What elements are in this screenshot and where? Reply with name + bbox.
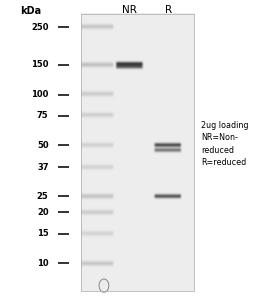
Text: 50: 50 [37, 141, 49, 150]
Text: kDa: kDa [21, 5, 42, 16]
Bar [81, 14, 194, 291]
Text: NR: NR [122, 4, 137, 15]
Text: 100: 100 [31, 90, 49, 99]
Text: R: R [165, 4, 172, 15]
Text: 20: 20 [37, 208, 49, 217]
Text: 15: 15 [37, 229, 49, 238]
Text: 37: 37 [37, 163, 49, 172]
Text: 10: 10 [37, 259, 49, 268]
Text: 250: 250 [31, 23, 49, 32]
Text: 2ug loading
NR=Non-
reduced
R=reduced: 2ug loading NR=Non- reduced R=reduced [201, 121, 249, 167]
Text: 150: 150 [31, 60, 49, 69]
Text: 75: 75 [37, 111, 49, 120]
Text: 25: 25 [37, 192, 49, 201]
